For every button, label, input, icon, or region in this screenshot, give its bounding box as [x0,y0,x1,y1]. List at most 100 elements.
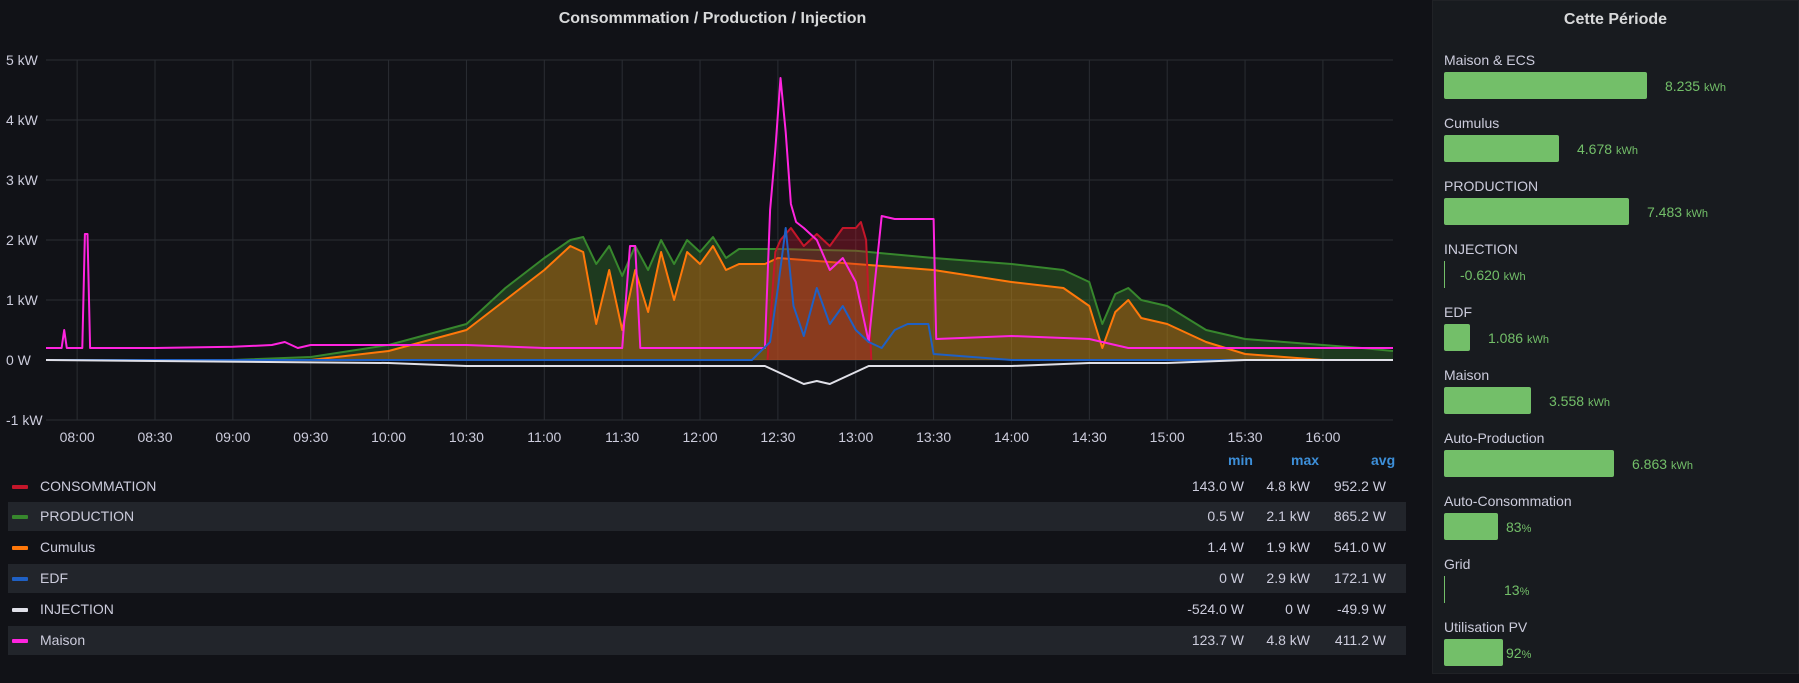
stat-bar [1444,387,1531,414]
legend-header-avg[interactable]: avg [1371,452,1395,468]
legend-row-cumulus[interactable]: Cumulus 1.4 W 1.9 kW 541.0 W [8,533,1406,562]
stat-production[interactable]: PRODUCTION 7.483 kWh [1444,178,1794,238]
series-max: 2.1 kW [1230,508,1310,524]
y-tick-label: -1 kW [6,412,43,428]
stat-label: EDF [1444,304,1472,320]
timeseries-chart[interactable]: 5 kW 4 kW 3 kW 2 kW 1 kW 0 W -1 kW 08:00 08:30 09… [0,0,1425,452]
series-color-swatch [12,577,28,581]
y-tick-label: 1 kW [6,292,39,308]
stat-bar [1444,135,1559,162]
stat-value: -0.620 kWh [1460,267,1526,283]
legend-row-consommation[interactable]: CONSOMMATION 143.0 W 4.8 kW 952.2 W [8,472,1406,501]
stat-bar [1444,324,1470,351]
series-name: EDF [40,570,68,586]
stat-label: Grid [1444,556,1470,572]
stat-grid[interactable]: Grid 13% [1444,556,1794,616]
x-tick-label: 15:30 [1228,429,1263,445]
x-tick-label: 08:00 [60,429,95,445]
stat-bar [1444,450,1614,477]
x-tick-label: 16:00 [1305,429,1340,445]
stat-label: Maison [1444,367,1489,383]
x-tick-label: 11:00 [527,429,561,445]
x-tick-label: 11:30 [605,429,639,445]
x-tick-label: 13:00 [838,429,873,445]
x-tick-label: 13:30 [916,429,951,445]
x-tick-label: 10:30 [449,429,484,445]
stat-label: PRODUCTION [1444,178,1538,194]
stat-label: Auto-Production [1444,430,1544,446]
stat-cumulus[interactable]: Cumulus 4.678 kWh [1444,115,1794,175]
stat-bar [1444,576,1445,603]
series-area-cumulus [46,246,1393,360]
legend-row-injection[interactable]: INJECTION -524.0 W 0 W -49.9 W [8,595,1406,624]
stat-label: Auto-Consommation [1444,493,1572,509]
x-tick-label: 15:00 [1150,429,1185,445]
series-max: 4.8 kW [1230,478,1310,494]
legend-row-production[interactable]: PRODUCTION 0.5 W 2.1 kW 865.2 W [8,502,1406,531]
period-stats-panel: Cette Période Maison & ECS 8.235 kWh Cum… [1432,0,1799,674]
stat-value: 4.678 kWh [1577,141,1638,157]
y-tick-label: 3 kW [6,172,39,188]
y-tick-label: 5 kW [6,52,39,68]
stat-bar [1444,513,1498,540]
stat-value: 7.483 kWh [1647,204,1708,220]
y-tick-label: 2 kW [6,232,39,248]
series-max: 1.9 kW [1230,539,1310,555]
y-tick-label: 0 W [6,352,32,368]
series-name: INJECTION [40,601,114,617]
series-avg: 952.2 W [1306,478,1386,494]
x-tick-label: 12:00 [683,429,718,445]
stat-maison-ecs[interactable]: Maison & ECS 8.235 kWh [1444,52,1794,112]
stat-bar [1444,261,1445,288]
stat-value: 1.086 kWh [1488,330,1549,346]
series-color-swatch [12,608,28,612]
series-name: Cumulus [40,539,95,555]
series-line-injection [46,360,1393,384]
x-tick-label: 09:30 [293,429,328,445]
series-color-swatch [12,515,28,519]
stat-value: 13% [1504,582,1529,598]
stat-maison[interactable]: Maison 3.558 kWh [1444,367,1794,427]
stat-bar [1444,198,1629,225]
legend-row-maison[interactable]: Maison 123.7 W 4.8 kW 411.2 W [8,626,1406,655]
x-tick-label: 14:00 [994,429,1029,445]
stats-panel-title[interactable]: Cette Période [1433,11,1798,29]
timeseries-panel: Consommmation / Production / Injection 5… [0,0,1425,683]
stat-edf[interactable]: EDF 1.086 kWh [1444,304,1794,364]
stat-value: 6.863 kWh [1632,456,1693,472]
y-tick-label: 4 kW [6,112,39,128]
series-color-swatch [12,546,28,550]
series-color-swatch [12,639,28,643]
x-tick-label: 09:00 [215,429,250,445]
series-name: Maison [40,632,85,648]
legend-header-min[interactable]: min [1228,452,1253,468]
stat-label: Cumulus [1444,115,1499,131]
series-name: CONSOMMATION [40,478,156,494]
stat-bar [1444,639,1503,666]
stat-value: 8.235 kWh [1665,78,1726,94]
stat-utilisation-pv[interactable]: Utilisation PV 92% [1444,619,1794,679]
series-color-swatch [12,485,28,489]
stat-label: Utilisation PV [1444,619,1527,635]
series-avg: 541.0 W [1306,539,1386,555]
stat-auto-production[interactable]: Auto-Production 6.863 kWh [1444,430,1794,490]
legend-row-edf[interactable]: EDF 0 W 2.9 kW 172.1 W [8,564,1406,593]
stat-label: INJECTION [1444,241,1518,257]
x-tick-label: 08:30 [137,429,172,445]
stat-injection[interactable]: INJECTION -0.620 kWh [1444,241,1794,301]
series-avg: 411.2 W [1306,632,1386,648]
x-tick-label: 10:00 [371,429,406,445]
series-name: PRODUCTION [40,508,134,524]
stat-label: Maison & ECS [1444,52,1535,68]
stat-auto-consommation[interactable]: Auto-Consommation 83% [1444,493,1794,553]
series-avg: 172.1 W [1306,570,1386,586]
x-tick-label: 14:30 [1072,429,1107,445]
stat-value: 92% [1506,645,1531,661]
series-max: 2.9 kW [1230,570,1310,586]
x-tick-label: 12:30 [760,429,795,445]
legend-header-max[interactable]: max [1291,452,1319,468]
series-avg: 865.2 W [1306,508,1386,524]
stat-bar [1444,72,1647,99]
series-avg: -49.9 W [1306,601,1386,617]
series-max: 0 W [1230,601,1310,617]
